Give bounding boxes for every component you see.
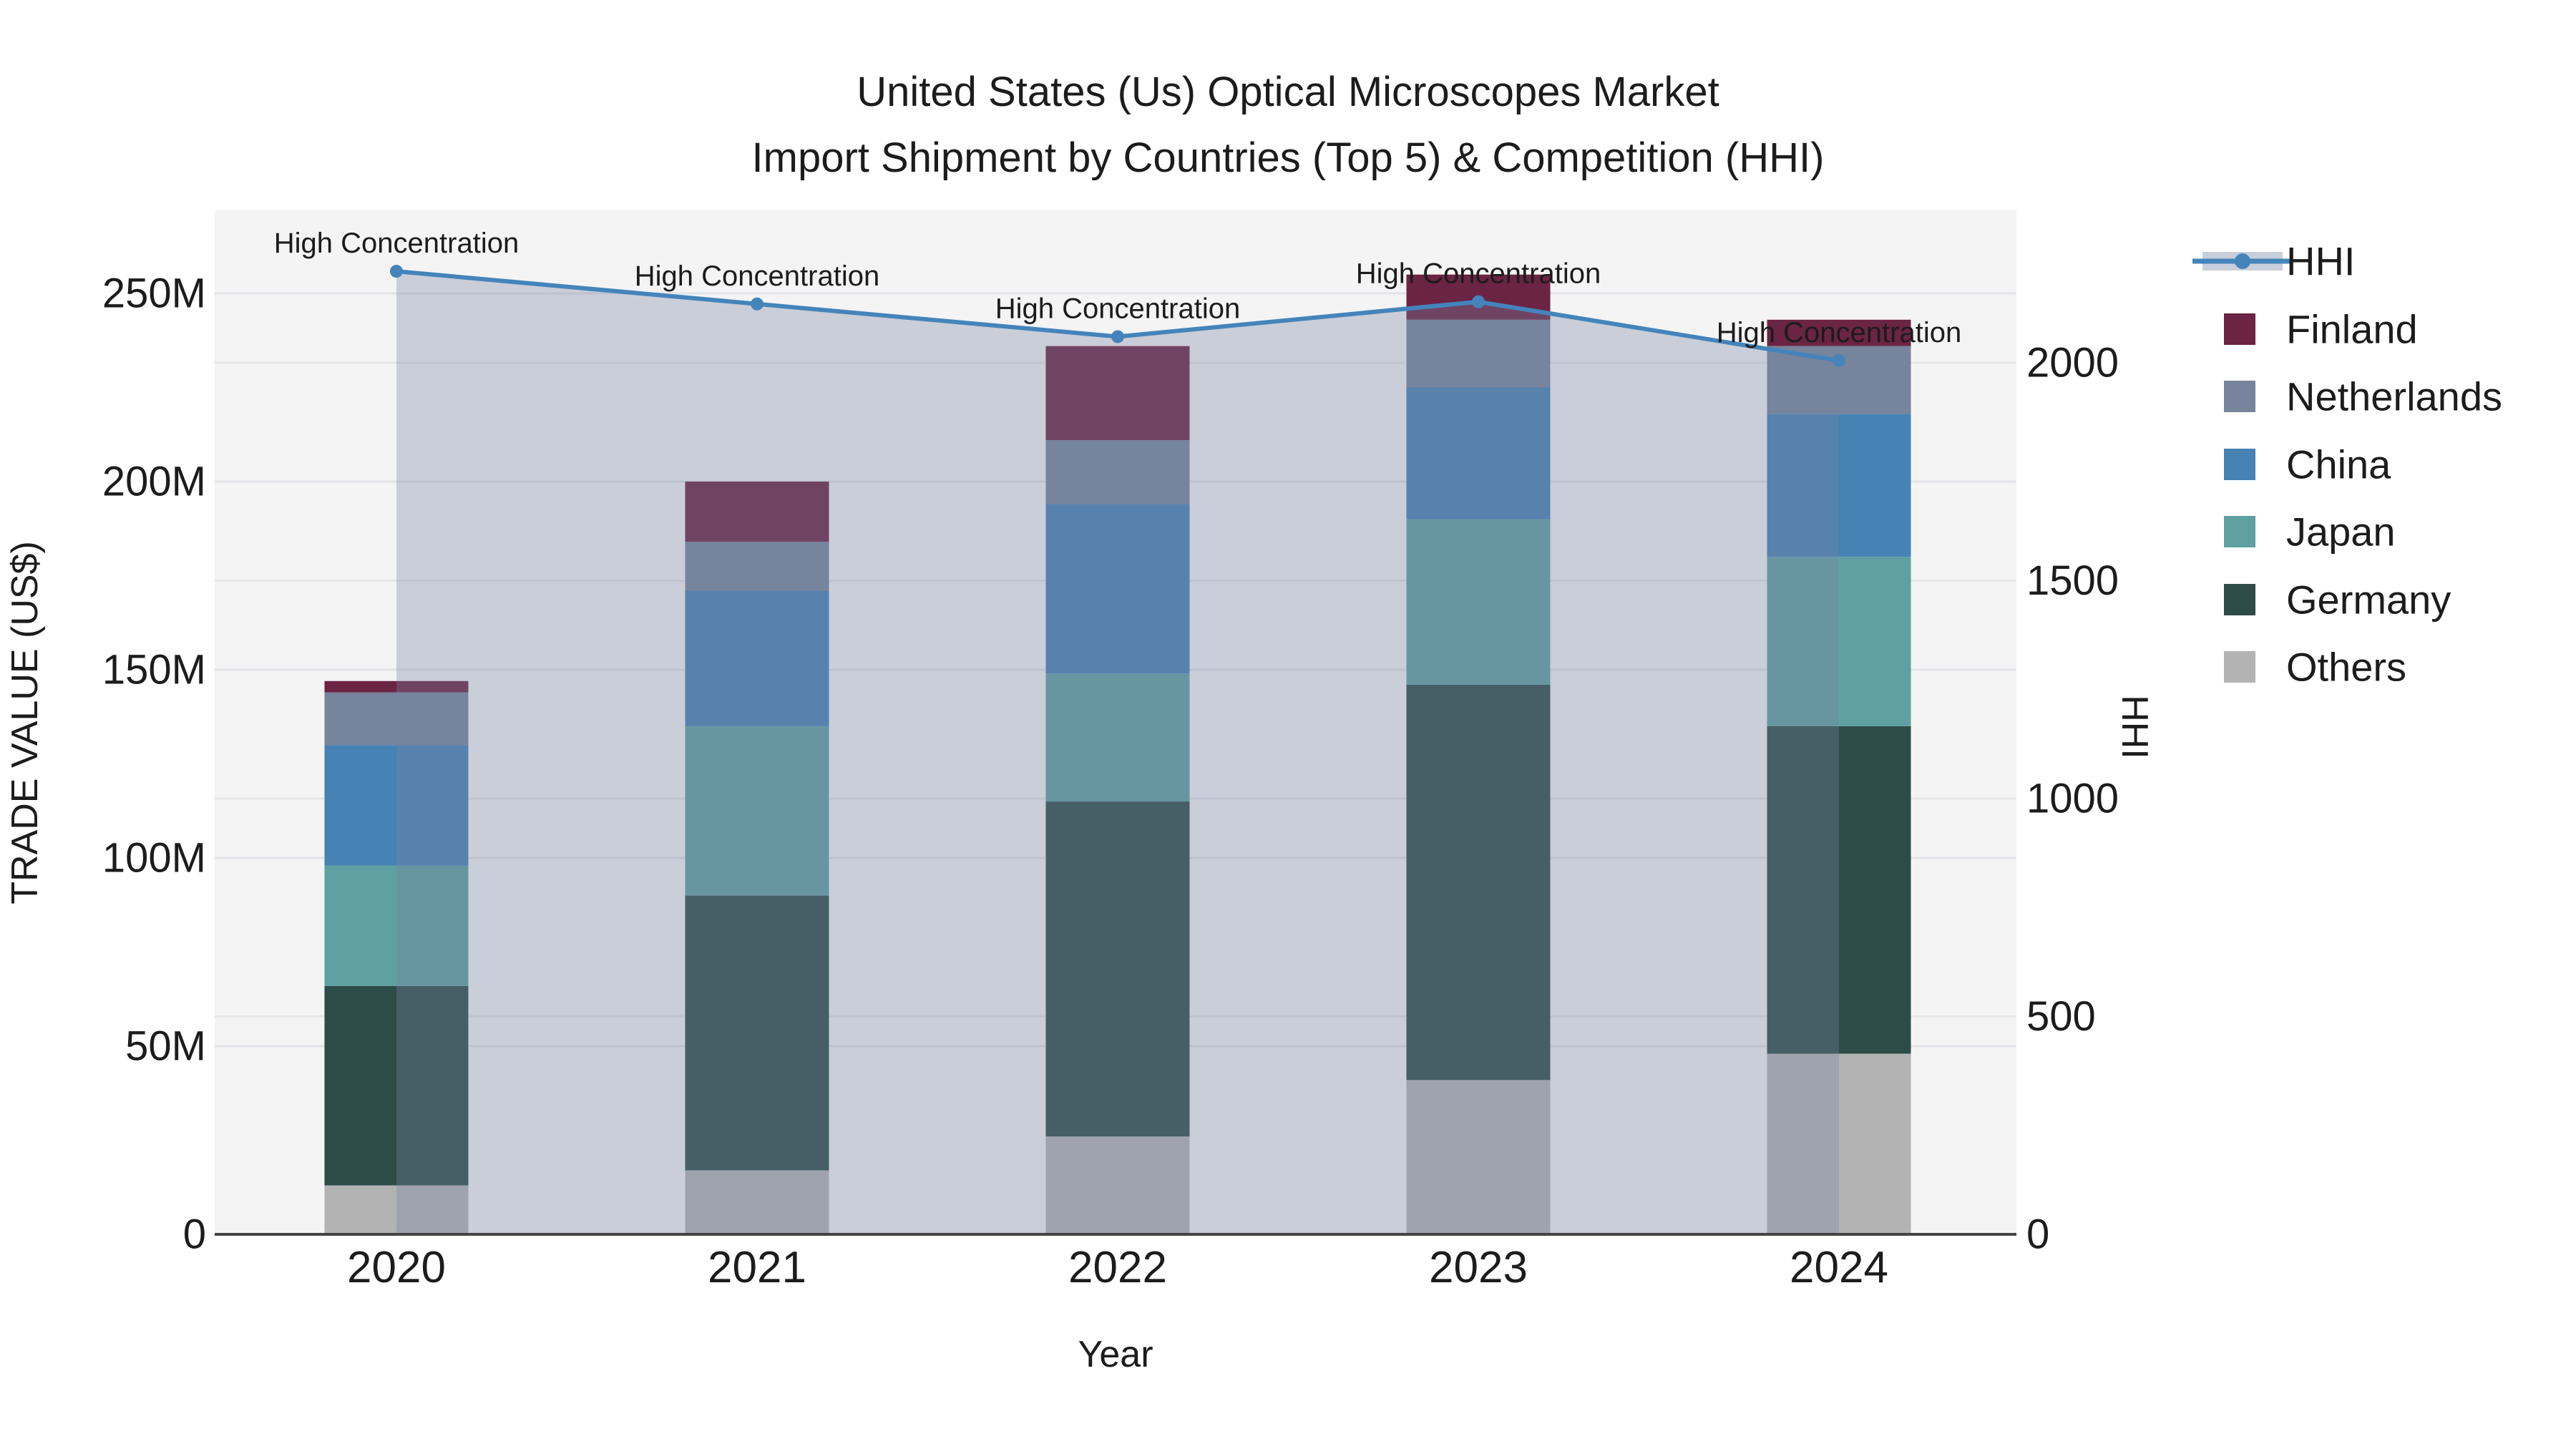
x-tick-2020: 2020 <box>347 1243 446 1292</box>
legend-swatch-germany <box>2224 584 2255 615</box>
y-left-axis-title: TRADE VALUE (US$) <box>4 541 46 904</box>
hhi-marker-2022 <box>1111 330 1124 343</box>
bar-segment-finland-2024 <box>1767 319 1911 346</box>
bar-segment-germany-2024 <box>1767 726 1911 1054</box>
chart-title-line1: United States (Us) Optical Microscopes M… <box>857 69 1719 115</box>
legend-label-germany: Germany <box>2286 577 2451 623</box>
y-left-tick-250M: 250M <box>102 270 206 317</box>
bar-segment-japan-2022 <box>1045 673 1190 802</box>
bar-segment-china-2024 <box>1767 414 1911 557</box>
y-left-tick-150M: 150M <box>102 647 206 693</box>
legend: HHI Finland Netherlands China Japan Germany Ot… <box>2192 239 2502 690</box>
y-left-tick-0: 0 <box>183 1211 206 1258</box>
bar-segment-china-2020 <box>324 745 469 866</box>
bar-segment-others-2021 <box>685 1170 829 1234</box>
legend-swatch-china <box>2224 449 2255 480</box>
legend-label-japan: Japan <box>2286 509 2396 555</box>
bar-segment-china-2023 <box>1406 387 1551 519</box>
hhi-area-fill <box>396 271 1839 1234</box>
x-tick-2024: 2024 <box>1790 1243 1888 1292</box>
legend-swatch-netherlands <box>2224 381 2255 412</box>
legend-label-china: China <box>2286 442 2391 487</box>
y-right-tick-1500: 1500 <box>2026 557 2119 604</box>
hhi-marker-2024 <box>1833 353 1845 367</box>
bar-segment-japan-2020 <box>324 865 469 986</box>
bar-segment-others-2023 <box>1406 1080 1551 1234</box>
hhi-marker-2023 <box>1472 295 1485 308</box>
legend-item-others: Others <box>2224 645 2406 690</box>
hhi-legend-marker <box>2235 253 2250 269</box>
bar-segment-netherlands-2021 <box>685 542 829 591</box>
bar-segment-germany-2023 <box>1406 685 1551 1080</box>
bar-segment-others-2024 <box>1767 1053 1911 1234</box>
bar-segment-finland-2022 <box>1045 346 1190 441</box>
legend-swatch-japan <box>2224 516 2255 547</box>
bar-segment-germany-2022 <box>1045 801 1190 1137</box>
hhi-area-polygon <box>396 271 1839 1234</box>
y-right-tick-1000: 1000 <box>2026 776 2119 822</box>
legend-label-hhi: HHI <box>2286 239 2355 284</box>
annotations: High Concentration High Concentration High… <box>274 228 1961 348</box>
legend-item-japan: Japan <box>2224 509 2396 555</box>
x-tick-2021: 2021 <box>708 1243 806 1292</box>
tick-labels: 0 50M 100M 150M 200M 250M 0 500 1000 1500 2000 2020… <box>102 270 2119 1293</box>
bar-segment-china-2022 <box>1045 504 1190 674</box>
y-right-tick-500: 500 <box>2026 993 2096 1040</box>
bar-segment-japan-2024 <box>1767 557 1911 726</box>
legend-item-hhi: HHI <box>2192 239 2355 284</box>
bar-segment-china-2021 <box>685 590 829 726</box>
annotation-2021: High Concentration <box>635 260 879 292</box>
legend-swatch-others <box>2224 651 2255 683</box>
bar-segment-netherlands-2022 <box>1045 440 1190 504</box>
y-left-tick-50M: 50M <box>125 1023 206 1070</box>
legend-label-others: Others <box>2286 645 2406 690</box>
annotation-2020: High Concentration <box>274 228 519 259</box>
legend-item-germany: Germany <box>2224 577 2451 623</box>
annotation-2024: High Concentration <box>1717 317 1961 348</box>
legend-label-netherlands: Netherlands <box>2286 374 2502 419</box>
hhi-marker-2020 <box>390 265 403 278</box>
x-axis-title: Year <box>1078 1334 1153 1375</box>
legend-swatch-finland <box>2224 313 2255 345</box>
bar-segment-finland-2021 <box>685 482 829 542</box>
bar-segment-japan-2021 <box>685 726 829 896</box>
x-tick-2022: 2022 <box>1068 1243 1167 1292</box>
bar-segment-others-2022 <box>1045 1136 1190 1234</box>
legend-item-finland: Finland <box>2224 307 2418 352</box>
annotation-2023: High Concentration <box>1356 258 1601 290</box>
chart-title-line2: Import Shipment by Countries (Top 5) & C… <box>752 135 1825 181</box>
bar-segment-finland-2020 <box>324 680 469 693</box>
bar-segment-netherlands-2023 <box>1406 319 1551 388</box>
legend-item-china: China <box>2224 442 2391 487</box>
hhi-marker-2021 <box>751 297 763 311</box>
bar-segment-germany-2020 <box>324 985 469 1186</box>
legend-label-finland: Finland <box>2286 307 2418 352</box>
y-right-tick-2000: 2000 <box>2026 340 2119 386</box>
stacked-bars <box>324 274 1911 1234</box>
x-tick-2023: 2023 <box>1429 1243 1528 1292</box>
y-left-tick-100M: 100M <box>102 835 206 882</box>
y-left-tick-200M: 200M <box>102 459 206 505</box>
hhi-line <box>390 265 1845 367</box>
bar-segment-netherlands-2020 <box>324 692 469 746</box>
annotation-2022: High Concentration <box>995 293 1240 324</box>
bar-segment-japan-2023 <box>1406 519 1551 686</box>
legend-item-netherlands: Netherlands <box>2224 374 2502 419</box>
y-right-tick-0: 0 <box>2026 1211 2049 1258</box>
y-right-axis-title: HHI <box>2114 695 2155 759</box>
bar-segment-others-2020 <box>324 1185 469 1234</box>
bar-segment-germany-2021 <box>685 895 829 1171</box>
